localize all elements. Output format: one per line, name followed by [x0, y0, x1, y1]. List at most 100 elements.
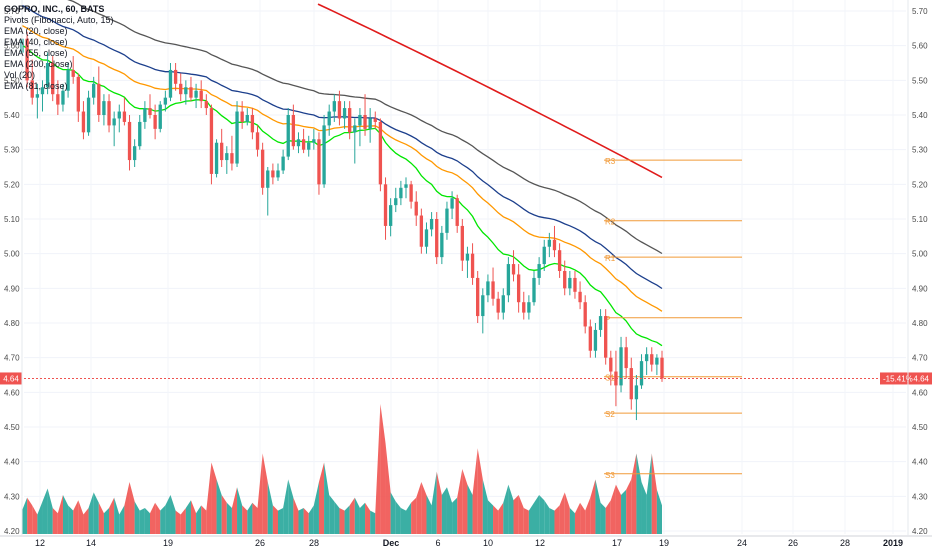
volume-segment	[318, 462, 325, 534]
candle	[593, 323, 598, 358]
candle	[639, 354, 644, 389]
legend-item[interactable]: Vol (20)	[4, 70, 36, 80]
volume-segment	[78, 500, 84, 534]
legend-item[interactable]: EMA (40, close)	[4, 37, 68, 47]
candle-body	[199, 90, 203, 102]
volume-segment	[160, 505, 166, 534]
volume-segment	[119, 505, 125, 534]
volume-segment	[498, 502, 504, 534]
pivot-label-s1: S1	[605, 374, 615, 383]
candle-body	[465, 253, 470, 261]
candle-body	[511, 264, 516, 275]
candle	[271, 163, 275, 185]
candle	[629, 357, 633, 410]
candle	[107, 94, 111, 133]
volume-segment	[293, 497, 299, 534]
volume-segment	[621, 489, 627, 534]
candle	[143, 101, 147, 129]
volume-segment	[27, 497, 33, 534]
candle-body	[281, 156, 285, 171]
candle	[102, 94, 106, 126]
candle-body	[527, 302, 531, 313]
volume-segment	[329, 495, 335, 534]
candle	[604, 309, 608, 365]
volume-segment	[298, 508, 304, 534]
candle-body	[127, 121, 132, 161]
candle-body	[629, 368, 633, 400]
volume-segment	[165, 495, 171, 534]
volume-segment	[206, 462, 212, 534]
candle	[476, 271, 480, 323]
y-tick-right: 5.20	[912, 180, 928, 189]
volume-segment	[508, 484, 514, 534]
volume-segment	[221, 495, 227, 534]
candle	[51, 56, 55, 102]
legend-item[interactable]: EMA (81, close)	[4, 81, 68, 91]
candle-body	[92, 83, 96, 98]
legend-item[interactable]: EMA (20, close)	[4, 26, 68, 36]
candle-body	[204, 101, 208, 109]
candle	[537, 257, 541, 285]
y-tick-right: 4.30	[912, 492, 928, 501]
candle	[578, 281, 582, 310]
candle-body	[378, 121, 383, 185]
volume-segment	[406, 502, 412, 534]
volume-segment	[421, 482, 427, 534]
candle-body	[424, 229, 429, 247]
candle	[373, 111, 377, 129]
candle-body	[317, 139, 321, 185]
pivot-label-s2: S2	[605, 410, 615, 419]
candle	[634, 375, 639, 421]
legend-item[interactable]: EMA (55, close)	[4, 48, 68, 58]
volume-segment	[631, 453, 637, 534]
volume-segment	[231, 487, 238, 534]
volume-segment	[574, 502, 581, 534]
candle	[388, 198, 393, 237]
volume-segment	[150, 502, 156, 534]
candle-body	[194, 90, 198, 98]
candle	[588, 319, 592, 358]
candle	[127, 115, 132, 171]
y-tick-right: 5.10	[912, 215, 928, 224]
volume-segment	[216, 479, 222, 534]
candle	[342, 101, 347, 129]
candle	[173, 63, 178, 91]
y-tick-left: 4.70	[4, 354, 20, 363]
y-tick-right: 5.40	[912, 111, 928, 120]
candle-body	[45, 63, 50, 88]
candle-body	[307, 142, 311, 150]
candle	[117, 104, 121, 133]
volume-segment	[472, 448, 478, 534]
candle-body	[353, 125, 357, 133]
candle	[301, 128, 306, 154]
pivot-label-s3: S3	[605, 471, 615, 480]
x-tick-label: 19	[659, 538, 669, 548]
volume-segment	[411, 497, 417, 534]
candle-body	[516, 274, 521, 303]
volume-segment	[651, 453, 657, 534]
volume-segment	[493, 505, 499, 534]
volume-segment	[226, 502, 232, 534]
volume-segment	[267, 482, 273, 534]
x-tick-label: 28	[309, 538, 319, 548]
change-percent: -15.41%	[883, 374, 913, 383]
candle-body	[573, 277, 577, 292]
volume-segment	[308, 505, 314, 534]
candle-body	[414, 201, 418, 216]
candle	[445, 201, 449, 240]
volume-segment	[47, 488, 53, 534]
legend-item[interactable]: EMA (200, close)	[4, 59, 73, 69]
candle	[624, 336, 628, 379]
y-tick-right: 4.20	[912, 527, 928, 536]
volume-segment	[365, 502, 371, 534]
volume-segment	[73, 500, 79, 534]
volume-segment	[344, 505, 350, 534]
legend-item[interactable]: Pivots (Fibonacci, Auto, 15)	[4, 15, 114, 25]
candle	[184, 80, 188, 105]
y-tick-left: 5.10	[4, 215, 20, 224]
candle	[404, 177, 408, 199]
legend-item[interactable]: GOPRO, INC., 60, BATS	[4, 4, 105, 14]
volume-area	[22, 404, 662, 534]
